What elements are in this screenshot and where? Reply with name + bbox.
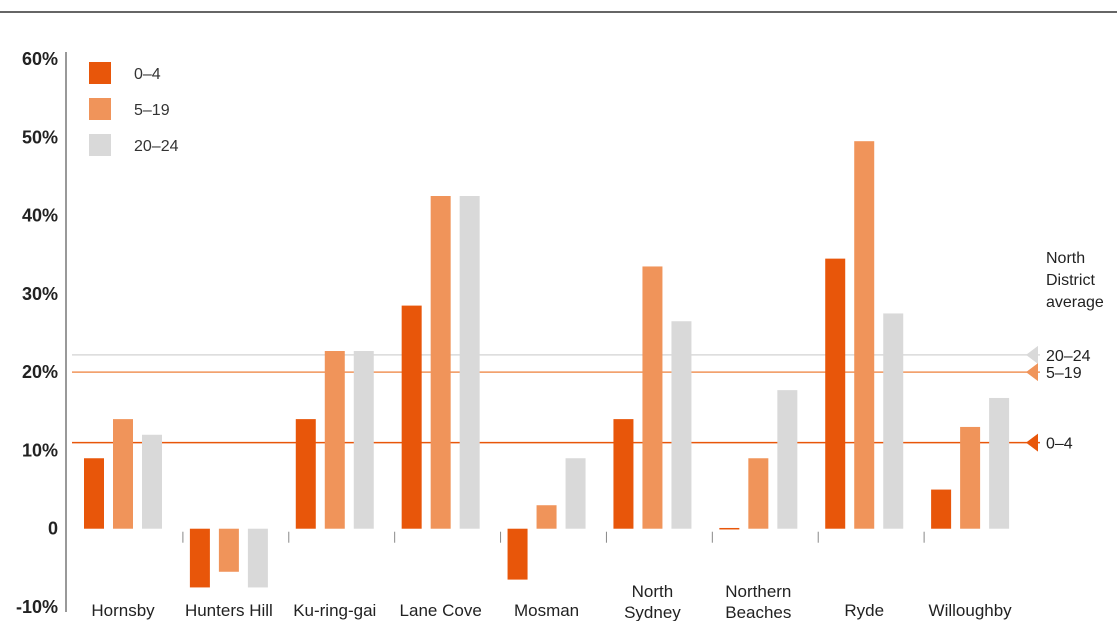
legend-label: 5–19 — [134, 102, 170, 119]
y-tick-label: 10% — [22, 440, 58, 460]
bar — [84, 458, 104, 529]
category-label-line: Hornsby — [91, 601, 155, 620]
category-label: North Sydney — [624, 582, 681, 621]
reference-marker — [1026, 363, 1038, 382]
y-tick-label: -10% — [16, 597, 58, 617]
legend-label: 20–24 — [134, 138, 179, 155]
reference-label: 20–24 — [1046, 348, 1091, 365]
bar — [748, 458, 769, 529]
y-tick-label: 50% — [22, 127, 58, 147]
zero-line-ticks — [182, 531, 925, 543]
bar — [642, 266, 663, 529]
bar — [113, 419, 133, 529]
category-label-line: Lane Cove — [400, 601, 482, 620]
bars — [84, 141, 1010, 588]
category-label-line: Ryde — [844, 601, 884, 620]
category-label-line: Northern — [725, 582, 791, 601]
bar — [430, 196, 451, 529]
category-label-line: Willoughby — [929, 601, 1013, 620]
bar — [507, 528, 528, 580]
y-tick-label: 0 — [48, 519, 58, 539]
reference-title-line: North — [1046, 250, 1085, 267]
bar — [324, 351, 345, 529]
bar — [825, 258, 846, 529]
category-label-line: Beaches — [725, 603, 791, 621]
bar — [777, 390, 798, 529]
bar — [353, 351, 374, 529]
category-label-line: Mosman — [514, 601, 579, 620]
legend-swatch — [89, 134, 111, 156]
bar — [218, 528, 239, 572]
category-label: Mosman — [514, 601, 579, 620]
bar — [854, 141, 875, 529]
category-label: Lane Cove — [400, 601, 482, 620]
bar — [295, 419, 316, 529]
bar — [247, 528, 268, 588]
category-label-line: Hunters Hill — [185, 601, 273, 620]
category-label-line: Ku-ring-gai — [293, 601, 376, 620]
reference-title-line: District — [1046, 272, 1095, 289]
reference-title: North District average — [1046, 250, 1104, 311]
category-labels: Hornsby Hunters Hill Ku-ring-gai Lane Cove M… — [91, 582, 1012, 621]
bar — [883, 313, 904, 529]
reference-label: 0–4 — [1046, 436, 1073, 453]
category-label-line: Sydney — [624, 603, 681, 621]
category-label: Ku-ring-gai — [293, 601, 376, 620]
category-label-line: North — [632, 582, 674, 601]
reference-marker — [1026, 433, 1038, 452]
bar — [189, 528, 210, 588]
reference-label: 5–19 — [1046, 365, 1082, 382]
bar — [671, 321, 692, 529]
category-label: Hunters Hill — [185, 601, 273, 620]
legend-swatch — [89, 62, 111, 84]
category-label: Ryde — [844, 601, 884, 620]
bar — [536, 505, 557, 529]
bar — [142, 434, 162, 529]
legend: 0–4 5–19 20–24 — [89, 62, 179, 156]
bar — [459, 196, 480, 529]
bar — [613, 419, 634, 529]
y-tick-label: 30% — [22, 284, 58, 304]
legend-label: 0–4 — [134, 66, 161, 83]
category-label: Hornsby — [91, 601, 155, 620]
reference-labels: North District average 20–245–19 0–4 — [1026, 250, 1104, 453]
reference-title-line: average — [1046, 294, 1104, 311]
bar — [401, 305, 422, 529]
reference-marker — [1026, 345, 1038, 364]
bar — [719, 527, 740, 530]
category-label: Willoughby — [929, 601, 1013, 620]
bar — [960, 426, 981, 529]
y-tick-label: 60% — [22, 49, 58, 69]
category-label: Northern Beaches — [725, 582, 791, 621]
y-tick-label: 20% — [22, 362, 58, 382]
y-ticks: 60% 50% 40% 30% 20% 10% 0 -10% — [16, 49, 58, 617]
reference-lines — [72, 354, 1040, 444]
bar — [565, 458, 586, 529]
legend-swatch — [89, 98, 111, 120]
bar — [989, 397, 1010, 529]
y-tick-label: 40% — [22, 206, 58, 226]
bar — [931, 489, 952, 529]
